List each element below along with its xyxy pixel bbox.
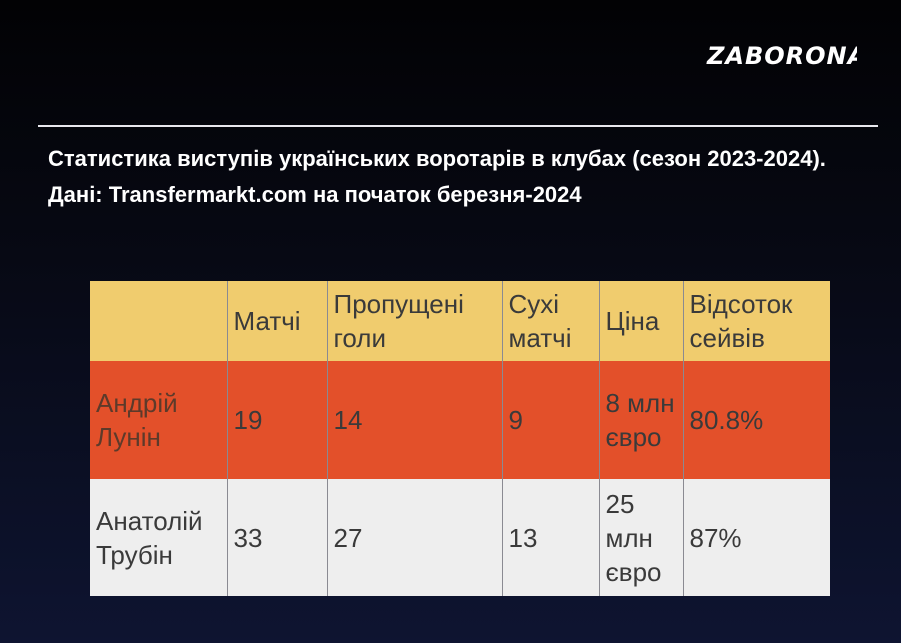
table-row: Андрій Лунін 19 14 9 8 млн євро 80.8% (90, 361, 830, 479)
table-cell-matches: 19 (226, 361, 327, 479)
chart-title: Статистика виступів українських воротарі… (48, 146, 826, 207)
header-cell-goals-conceded: Пропущені голи (326, 281, 502, 361)
title-divider (38, 125, 878, 127)
zaborona-logo: ZABORONA (706, 42, 857, 68)
header-cell-name (90, 281, 227, 361)
header-cell-matches: Матчі (226, 281, 327, 361)
goalkeeper-stats-table: Матчі Пропущені голи Сухі матчі Ціна Від… (90, 281, 830, 596)
table-row: Анатолій Трубін 33 27 13 25 млн євро 87% (90, 479, 830, 596)
table-cell-name: Андрій Лунін (90, 361, 227, 479)
table-cell-name: Анатолій Трубін (90, 479, 227, 596)
table-cell-save-percentage: 80.8% (682, 361, 830, 479)
table-cell-save-percentage: 87% (682, 479, 830, 596)
header-cell-clean-sheets: Сухі матчі (501, 281, 599, 361)
table-cell-goals-conceded: 27 (326, 479, 502, 596)
table-cell-clean-sheets: 13 (501, 479, 599, 596)
table-cell-price: 8 млн євро (598, 361, 683, 479)
table-cell-matches: 33 (226, 479, 327, 596)
table-header-row: Матчі Пропущені голи Сухі матчі Ціна Від… (90, 281, 830, 361)
table-cell-clean-sheets: 9 (501, 361, 599, 479)
header-cell-save-percentage: Відсоток сейвів (682, 281, 830, 361)
logo-text: ZABORONA (706, 42, 857, 68)
header-cell-price: Ціна (598, 281, 683, 361)
table-cell-price: 25 млн євро (598, 479, 683, 596)
table-cell-goals-conceded: 14 (326, 361, 502, 479)
